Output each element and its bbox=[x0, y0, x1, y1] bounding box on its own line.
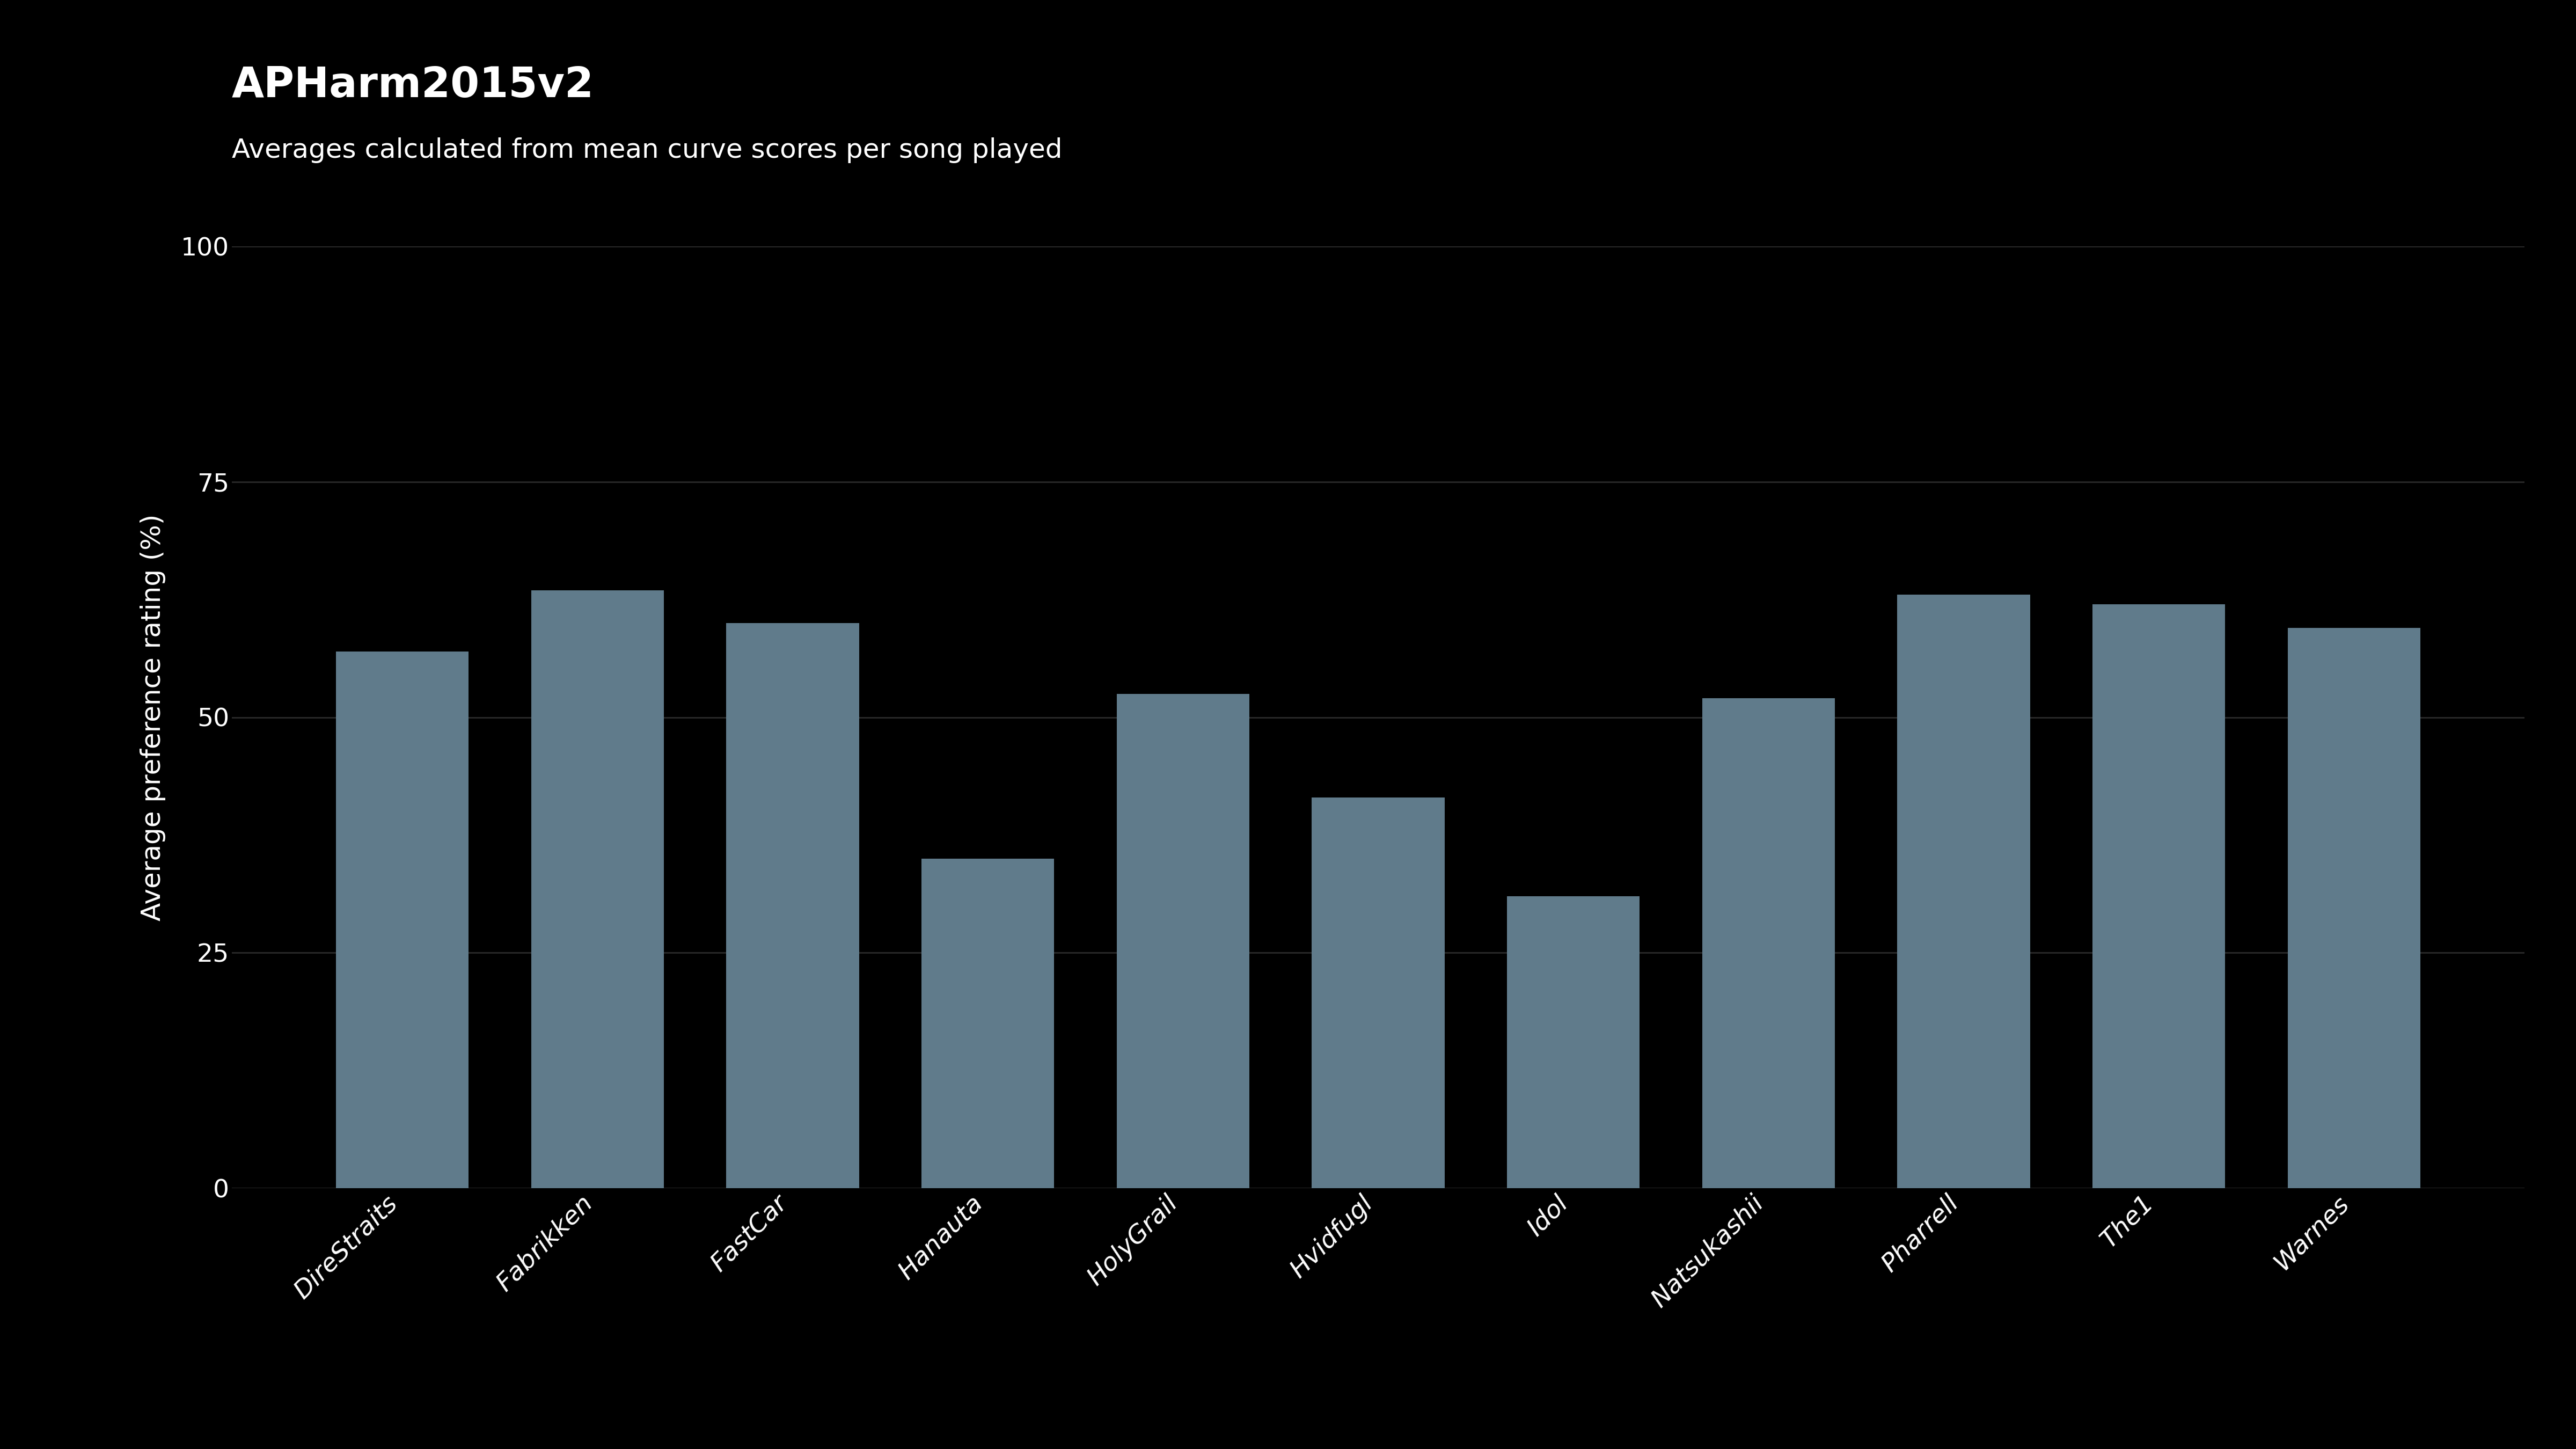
Bar bbox=[335, 652, 469, 1188]
Y-axis label: Average preference rating (%): Average preference rating (%) bbox=[139, 514, 165, 920]
Bar bbox=[1115, 694, 1249, 1188]
Bar bbox=[2092, 604, 2226, 1188]
Bar bbox=[531, 590, 665, 1188]
Bar bbox=[1507, 895, 1641, 1188]
Bar bbox=[922, 858, 1054, 1188]
Bar bbox=[726, 623, 858, 1188]
Text: Averages calculated from mean curve scores per song played: Averages calculated from mean curve scor… bbox=[232, 138, 1061, 164]
Text: APHarm2015v2: APHarm2015v2 bbox=[232, 65, 595, 106]
Bar bbox=[1899, 594, 2030, 1188]
Bar bbox=[1311, 797, 1445, 1188]
Bar bbox=[2287, 627, 2421, 1188]
Bar bbox=[1703, 698, 1834, 1188]
